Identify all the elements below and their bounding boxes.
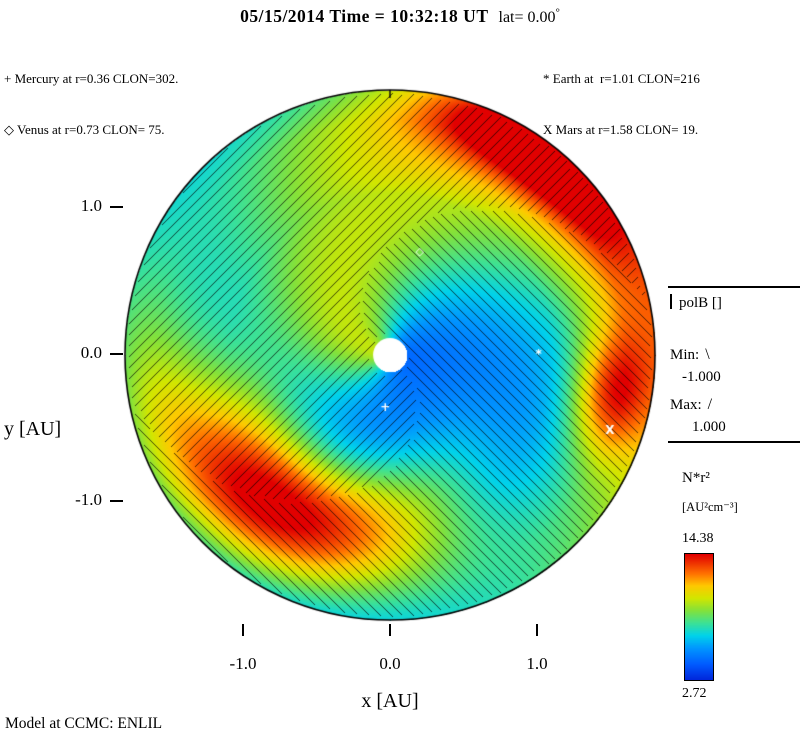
x-tick-label: -1.0 xyxy=(229,654,257,673)
x-tick-label: 1.0 xyxy=(526,654,548,673)
colorbar-units-label: [AU²cm⁻³] xyxy=(682,500,738,514)
y-tick-label: 0.0 xyxy=(80,343,102,362)
y-axis-tick xyxy=(110,353,123,355)
legend-mercury: + Mercury at r=0.36 CLON=302. xyxy=(4,71,179,86)
polb-row: polB [] xyxy=(670,294,722,312)
x-axis-tick xyxy=(242,624,244,636)
polb-max-row: Max: / xyxy=(670,396,712,414)
legend-earth: * Earth at r=1.01 CLON=216 xyxy=(543,71,700,86)
degree-symbol: ° xyxy=(555,6,560,19)
x-axis-tick xyxy=(536,624,538,636)
plot-latitude: lat= 0.00° xyxy=(498,6,560,26)
positive-polarity-hatch-icon: / xyxy=(707,396,713,413)
polb-min-row: Min: \ xyxy=(670,346,710,364)
y-tick-label: -1.0 xyxy=(75,490,102,509)
y-axis-tick xyxy=(110,206,123,208)
colorbar-max-value: 14.38 xyxy=(682,531,714,546)
x-tick-label: 0.0 xyxy=(379,654,401,673)
colorbar xyxy=(684,553,714,681)
polb-label: polB [] xyxy=(679,295,722,311)
colorbar-min-value: 2.72 xyxy=(682,686,707,701)
x-axis-label: x [AU] xyxy=(361,690,419,712)
polb-max-value: 1.000 xyxy=(692,419,726,435)
x-axis-tick xyxy=(389,624,391,636)
heliosphere-density-plot xyxy=(123,88,657,622)
negative-polarity-hatch-icon: \ xyxy=(705,346,710,363)
polarity-panel-divider-bottom xyxy=(668,441,800,443)
polb-min-value: -1.000 xyxy=(682,369,721,385)
polarity-panel-divider-top xyxy=(668,286,800,288)
polb-max-label: Max: xyxy=(670,397,702,413)
plot-title: 05/15/2014 Time = 10:32:18 UT lat= 0.00° xyxy=(0,6,800,27)
colorbar-quantity-label: N*r² xyxy=(682,470,710,486)
field-direction-bar-icon xyxy=(670,294,672,309)
plot-latitude-text: lat= 0.00 xyxy=(498,9,556,26)
y-axis-tick xyxy=(110,500,123,502)
y-tick-label: 1.0 xyxy=(80,196,102,215)
polb-min-label: Min: xyxy=(670,347,700,363)
model-footer: Model at CCMC: ENLIL xyxy=(5,715,163,732)
y-axis-label: y [AU] xyxy=(4,418,62,440)
plot-datetime: 05/15/2014 Time = 10:32:18 UT xyxy=(240,6,489,26)
